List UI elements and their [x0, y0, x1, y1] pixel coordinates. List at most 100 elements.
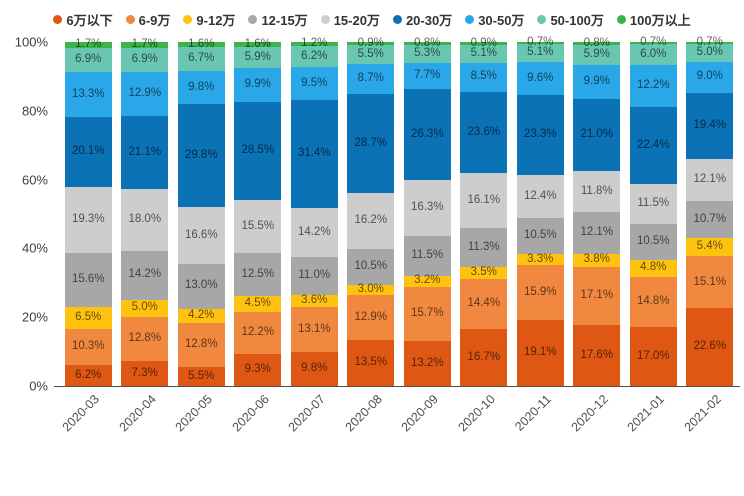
legend-label: 9-12万	[196, 13, 236, 28]
legend-marker-icon	[616, 15, 626, 24]
bar-segment-label: 15.5%	[241, 219, 275, 232]
bar-segment-label: 11.8%	[580, 184, 613, 197]
bar-segment: 28.7%	[347, 94, 395, 193]
bar-segment: 13.3%	[64, 71, 112, 118]
x-axis-tick-label: 2020-05	[172, 392, 216, 435]
bar-slot: 9.8% 13.1% 3.6% 11.0% 14.2% 31.4% 9.5% 6.2% 1.2%	[286, 38, 343, 386]
bar-segment: 6.0%	[629, 44, 677, 66]
legend-marker-icon	[53, 15, 63, 24]
bar-segment-label: 6.7%	[188, 52, 215, 65]
bar-segment: 0.9%	[347, 37, 395, 48]
bar-segment-label: 6.9%	[131, 52, 158, 65]
stacked-bar-2020-07: 9.8% 13.1% 3.6% 11.0% 14.2% 31.4% 9.5% 6.2% 1.2%	[290, 38, 338, 386]
bar-segment: 5.1%	[516, 44, 564, 62]
legend-item-2[interactable]: 6-9万	[125, 10, 170, 29]
bar-segment: 17.1%	[573, 266, 621, 326]
bar-segment-label: 4.2%	[188, 309, 215, 322]
bar-segment: 0.8%	[403, 37, 451, 48]
bar-segment-label: 22.6%	[693, 340, 727, 353]
y-axis-tick-label: 60%	[21, 172, 48, 188]
bar-segment: 12.1%	[686, 159, 734, 201]
bar-segment-label: 5.9%	[244, 50, 271, 63]
bar-segment: 3.5%	[460, 267, 508, 280]
bar-segment-label: 9.5%	[301, 77, 328, 90]
bar-slot: 19.1% 15.9% 3.3% 10.5% 12.4% 23.3% 9.6% 5.1% 0.7…	[512, 37, 569, 386]
x-axis-tick-label: 2020-07	[285, 392, 329, 435]
legend-item-1[interactable]: 6万以下	[53, 10, 113, 29]
bar-segment: 7.3%	[121, 360, 169, 386]
bar-segment: 5.0%	[686, 44, 734, 62]
bar-segment-label: 13.0%	[184, 279, 218, 292]
bar-segment-label: 19.1%	[523, 346, 557, 359]
bar-segment: 13.2%	[403, 340, 451, 386]
bar-segment: 6.5%	[64, 306, 112, 330]
x-axis: 2020-03 2020-04 2020-05 2020-06 2020-07 2020-…	[60, 392, 738, 472]
bar-segment-label: 10.5%	[523, 229, 557, 242]
bar-segment: 21.0%	[573, 99, 621, 172]
bar-segment-label: 15.7%	[410, 306, 444, 319]
bar-segment-label: 16.3%	[410, 201, 444, 214]
bar-segment-label: 0.9%	[357, 36, 384, 49]
bar-segment: 0.9%	[460, 37, 508, 48]
bar-segment: 15.7%	[403, 286, 451, 341]
bar-slot: 7.3% 12.8% 5.0% 14.2% 18.0% 21.1% 12.9% 6.9% 1.7…	[117, 39, 174, 386]
legend-item-7[interactable]: 30-50万	[465, 10, 524, 29]
bar-segment: 4.8%	[629, 259, 677, 277]
bar-slot: 16.7% 14.4% 3.5% 11.3% 16.1% 23.6% 8.5% 5.1% 0.9…	[456, 37, 513, 386]
bar-segment: 23.6%	[460, 91, 508, 173]
stacked-bar-2021-01: 17.0% 14.8% 4.8% 10.5% 11.5% 22.4% 12.2% 6.0% 0.…	[629, 37, 677, 386]
y-axis-tick-label: 40%	[21, 240, 48, 256]
bar-slot: 13.2% 15.7% 3.2% 11.5% 16.3% 26.3% 7.7% 5.3% 0.8…	[399, 37, 456, 386]
x-axis-tick-label: 2020-03	[59, 392, 103, 435]
bar-slot: 5.5% 12.8% 4.2% 13.0% 16.6% 29.8% 9.8% 6.7% 1.6%	[173, 38, 230, 386]
bar-segment: 8.5%	[460, 62, 508, 92]
bar-slot: 9.3% 12.2% 4.5% 12.5% 15.5% 28.5% 9.9% 5.9% 1.6%	[230, 38, 287, 386]
legend-item-9[interactable]: 100万以上	[616, 10, 691, 29]
bar-segment-label: 5.1%	[470, 47, 497, 60]
bar-segment-label: 14.8%	[636, 295, 670, 308]
bar-segment-label: 8.5%	[470, 70, 497, 83]
bar-segment-label: 18.0%	[128, 212, 162, 225]
legend-item-6[interactable]: 20-30万	[392, 10, 452, 29]
bar-segment: 3.8%	[573, 253, 621, 267]
bar-segment-label: 3.3%	[527, 253, 554, 266]
y-axis: 100% 80% 60% 40% 20% 0%	[0, 35, 52, 394]
bar-segment-label: 0.7%	[527, 36, 554, 49]
bar-segment: 11.5%	[403, 236, 451, 276]
legend-item-3[interactable]: 9-12万	[183, 10, 235, 29]
stacked-bar-2020-10: 16.7% 14.4% 3.5% 11.3% 16.1% 23.6% 8.5% 5.1% 0.9…	[460, 37, 508, 386]
bar-segment-label: 20.1%	[71, 145, 105, 158]
legend-item-5[interactable]: 15-20万	[320, 10, 380, 29]
y-axis-tick-label: 0%	[29, 378, 48, 394]
legend-item-4[interactable]: 12-15万	[248, 10, 308, 29]
x-axis-tick-label: 2020-12	[568, 392, 611, 435]
legend-marker-icon	[320, 15, 330, 24]
bar-segment-label: 5.4%	[696, 240, 723, 253]
bar-slot: 17.6% 17.1% 3.8% 12.1% 11.8% 21.0% 9.9% 5.9% 0.8…	[569, 37, 626, 386]
legend-marker-icon	[465, 15, 475, 24]
bar-segment-label: 23.6%	[467, 125, 501, 138]
legend-item-8[interactable]: 50-100万	[537, 10, 604, 29]
bar-segment-label: 9.6%	[527, 71, 554, 84]
bar-segment-label: 6.5%	[75, 311, 102, 324]
bar-segment-label: 19.4%	[693, 119, 727, 132]
bar-segment-label: 0.8%	[414, 36, 441, 49]
bar-segment-label: 7.7%	[414, 69, 441, 82]
bar-segment-label: 9.8%	[188, 80, 215, 93]
bar-segment: 6.9%	[64, 47, 112, 72]
bar-segment-label: 13.3%	[71, 87, 105, 100]
bar-segment-label: 0.7%	[696, 36, 723, 49]
bar-segment: 4.2%	[177, 308, 225, 324]
bar-segment-label: 9.0%	[696, 70, 723, 83]
bar-segment-label: 12.2%	[636, 79, 670, 92]
bar-segment: 18.0%	[121, 188, 169, 251]
bar-segment-label: 10.5%	[354, 259, 388, 272]
bar-segment: 14.8%	[629, 276, 677, 328]
bar-segment: 9.6%	[516, 61, 564, 96]
bar-segment: 5.9%	[573, 44, 621, 66]
bar-slot: 6.2% 10.3% 6.5% 15.6% 19.3% 20.1% 13.3% 6.9% 1.7…	[60, 39, 117, 386]
bar-segment-label: 12.1%	[580, 225, 614, 238]
bar-segment-label: 21.1%	[128, 145, 162, 158]
bar-segment-label: 6.0%	[640, 47, 667, 60]
bar-segment: 1.7%	[64, 39, 112, 50]
